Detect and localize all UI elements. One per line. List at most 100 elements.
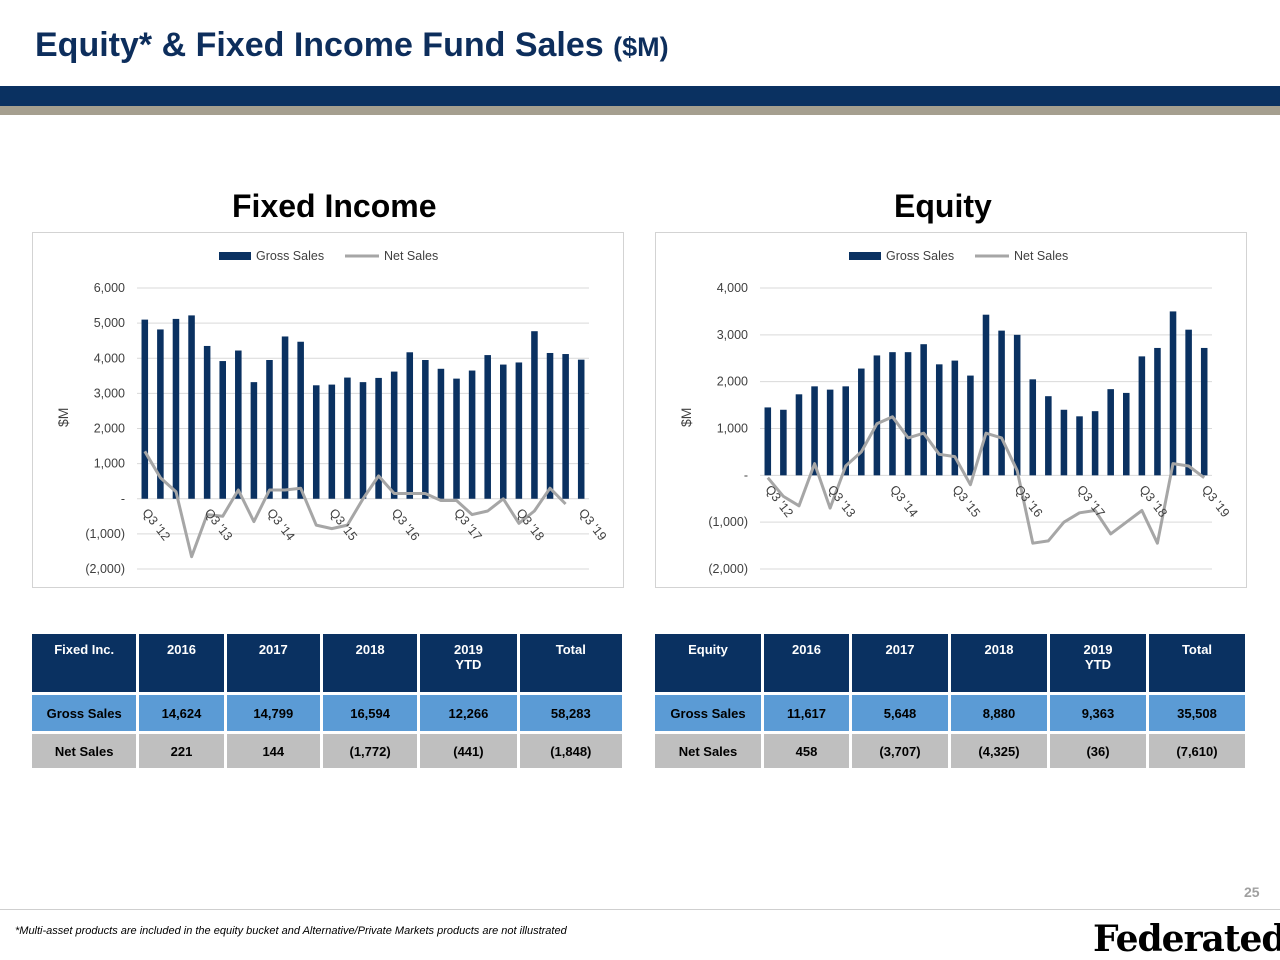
y-tick-label: 6,000 <box>94 281 125 295</box>
gross-sales-bar <box>281 336 289 499</box>
legend-net-label: Net Sales <box>1014 249 1068 263</box>
table-cell: 9,363 <box>1050 695 1146 731</box>
net-sales-line <box>143 450 567 559</box>
legend-gross-swatch <box>219 252 251 260</box>
gross-sales-bar <box>935 364 943 476</box>
legend-gross-label: Gross Sales <box>886 249 954 263</box>
gross-sales-bar <box>1060 409 1068 476</box>
y-tick-label: 1,000 <box>94 457 125 471</box>
gross-sales-bar <box>515 362 523 499</box>
gross-sales-bar <box>157 329 164 499</box>
table-header-cell: 2018 <box>951 634 1047 692</box>
table-cell: (36) <box>1050 734 1146 768</box>
footer-divider <box>0 909 1280 910</box>
table-cell: 5,648 <box>852 695 948 731</box>
gross-sales-bar <box>764 407 772 476</box>
y-axis-title: $M <box>678 408 694 427</box>
gross-sales-bar <box>266 360 273 499</box>
header-accent-band <box>0 106 1280 115</box>
fixed-income-table: Fixed Inc. 2016 2017 2018 2019 YTD Total … <box>29 631 625 771</box>
table-header-cell: 2017 <box>226 634 320 692</box>
gross-sales-bar <box>904 352 912 476</box>
gross-sales-bar <box>577 359 585 499</box>
y-tick-label: 2,000 <box>94 422 125 436</box>
y-tick-label: 3,000 <box>94 386 125 400</box>
table-header-row: Fixed Inc. 2016 2017 2018 2019 YTD Total <box>32 634 622 692</box>
y-tick-label: 1,000 <box>717 422 748 436</box>
y-tick-label: (2,000) <box>708 562 748 576</box>
gross-sales-bar <box>1076 416 1083 476</box>
x-tick-label: Q3 '15 <box>949 483 982 520</box>
gross-sales-bar <box>546 352 554 499</box>
gross-sales-bar <box>842 386 849 476</box>
gross-sales-bar <box>219 361 226 499</box>
table-cell: 8,880 <box>951 695 1047 731</box>
gross-sales-bar <box>826 389 834 476</box>
table-cell: (441) <box>420 734 517 768</box>
legend-net-label: Net Sales <box>384 249 438 263</box>
table-cell: Gross Sales <box>32 695 137 731</box>
table-cell: 14,799 <box>226 695 320 731</box>
gross-sales-bar <box>235 350 242 499</box>
legend-gross-swatch <box>849 252 881 260</box>
x-tick-label: Q3 '12 <box>139 506 172 543</box>
table-cell: 11,617 <box>764 695 849 731</box>
gross-sales-bar <box>795 394 803 476</box>
page-number: 25 <box>1244 884 1260 900</box>
equity-title: Equity <box>894 188 992 224</box>
y-tick-label: - <box>121 492 125 506</box>
table-cell: (4,325) <box>951 734 1047 768</box>
table-header-cell: Total <box>1149 634 1245 692</box>
y-tick-label: (2,000) <box>85 562 125 576</box>
gross-sales-bar <box>375 377 382 499</box>
table-row: Net Sales 221 144 (1,772) (441) (1,848) <box>32 734 622 768</box>
y-tick-label: (1,000) <box>85 527 125 541</box>
legend-gross-label: Gross Sales <box>256 249 324 263</box>
table-header-cell: 2018 <box>322 634 418 692</box>
gross-sales-bar <box>889 352 896 476</box>
x-tick-label: Q3 '14 <box>264 506 297 543</box>
gross-sales-bar <box>982 314 990 476</box>
gross-sales-bar <box>1013 334 1021 476</box>
gross-sales-bar <box>1200 347 1208 476</box>
table-header-cell: 2017 <box>852 634 948 692</box>
header-band <box>0 86 1280 106</box>
table-cell: 16,594 <box>322 695 418 731</box>
y-tick-label: 2,000 <box>717 375 748 389</box>
table-cell: (1,772) <box>322 734 418 768</box>
gross-sales-bar <box>920 344 927 476</box>
table-cell: 35,508 <box>1149 695 1245 731</box>
table-header-cell: 2016 <box>139 634 224 692</box>
table-header-cell: Total <box>519 634 622 692</box>
table-cell: (1,848) <box>519 734 622 768</box>
table-header-cell: 2019 YTD <box>1050 634 1146 692</box>
gross-sales-bar <box>172 318 180 499</box>
y-tick-label: 4,000 <box>717 281 748 295</box>
gross-sales-bar <box>312 385 320 499</box>
x-tick-label: Q3 '16 <box>1012 483 1045 520</box>
gross-sales-bar <box>453 378 460 499</box>
gross-sales-bar <box>1154 347 1161 476</box>
table-cell: 221 <box>139 734 224 768</box>
x-tick-label: Q3 '16 <box>389 506 422 543</box>
y-tick-label: (1,000) <box>708 515 748 529</box>
table-header-cell: 2016 <box>764 634 849 692</box>
gross-sales-bar <box>468 370 476 499</box>
gross-sales-bar <box>390 371 398 499</box>
gross-sales-bar <box>437 368 445 499</box>
table-cell: Gross Sales <box>655 695 761 731</box>
table-header-cell: 2019 YTD <box>420 634 517 692</box>
table-cell: 12,266 <box>420 695 517 731</box>
gross-sales-bar <box>1107 389 1114 476</box>
table-cell: 58,283 <box>519 695 622 731</box>
gross-sales-bar <box>1138 356 1146 476</box>
table-cell: 458 <box>764 734 849 768</box>
gross-sales-bar <box>297 341 304 499</box>
gross-sales-bar <box>1029 379 1037 476</box>
y-tick-label: 5,000 <box>94 316 125 330</box>
gross-sales-bar <box>1091 411 1099 476</box>
gross-sales-bar <box>858 368 865 476</box>
y-axis-title: $M <box>55 408 71 427</box>
gross-sales-bar <box>531 331 538 499</box>
gross-sales-bar <box>250 382 258 499</box>
